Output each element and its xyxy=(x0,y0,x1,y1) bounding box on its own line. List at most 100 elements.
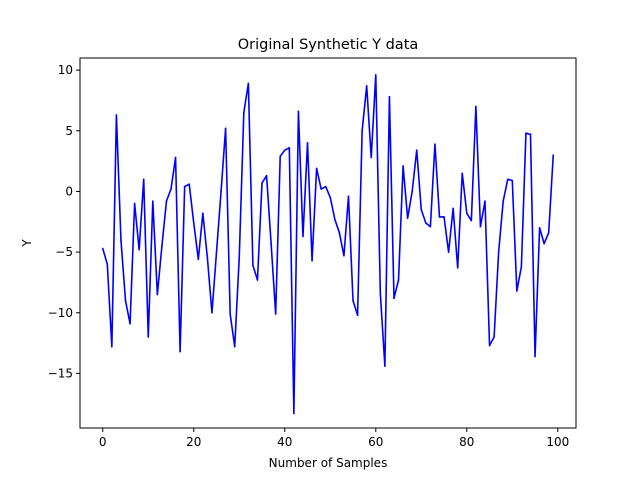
data-point xyxy=(338,231,341,234)
data-point xyxy=(520,265,523,268)
y-tick-label: −10 xyxy=(48,306,73,320)
data-point xyxy=(261,182,263,184)
data-point xyxy=(415,149,418,151)
series-line xyxy=(101,74,555,415)
data-point xyxy=(461,172,464,175)
axes-frame xyxy=(79,57,577,429)
data-point xyxy=(347,195,350,198)
data-point xyxy=(502,200,504,202)
data-point xyxy=(202,212,204,215)
data-point xyxy=(220,190,222,193)
data-point xyxy=(547,231,550,234)
data-point xyxy=(142,178,145,181)
data-point xyxy=(438,216,441,218)
x-tick-label: 40 xyxy=(277,435,292,449)
data-point xyxy=(138,248,140,251)
data-point xyxy=(101,247,104,250)
data-point xyxy=(297,110,300,113)
data-point xyxy=(334,218,336,221)
y-tick-label: 0 xyxy=(65,184,73,198)
data-point xyxy=(465,212,468,215)
data-point xyxy=(170,188,172,190)
data-point xyxy=(283,149,286,151)
data-point xyxy=(115,114,118,116)
data-point xyxy=(197,258,200,261)
data-point xyxy=(111,345,113,348)
data-point xyxy=(452,207,454,210)
data-point xyxy=(456,267,459,269)
data-point xyxy=(343,254,345,257)
data-point xyxy=(425,222,427,224)
data-point xyxy=(265,174,268,177)
data-point xyxy=(534,355,536,358)
x-axis-label: Number of Samples xyxy=(269,456,388,470)
data-point xyxy=(229,313,231,315)
data-point xyxy=(388,96,391,98)
y-tick-label: 10 xyxy=(58,63,73,77)
y-axis-ticks: −15 −10 −5 0 5 10 xyxy=(48,63,80,380)
data-point xyxy=(493,336,495,338)
data-point xyxy=(393,297,395,300)
data-point xyxy=(147,336,150,338)
data-point xyxy=(274,313,277,315)
data-point xyxy=(516,290,518,292)
data-point xyxy=(133,202,136,205)
data-point xyxy=(252,264,254,267)
data-point xyxy=(233,345,236,348)
x-tick-label: 60 xyxy=(368,435,383,449)
data-point xyxy=(361,129,363,132)
data-point xyxy=(434,143,436,145)
data-point xyxy=(374,74,377,76)
y-tick-label: −15 xyxy=(48,366,73,380)
y-axis-label: Y xyxy=(20,239,34,248)
data-point xyxy=(443,216,445,218)
data-point xyxy=(538,227,541,229)
data-point xyxy=(479,225,482,228)
data-point xyxy=(420,208,423,211)
data-point xyxy=(270,242,272,245)
data-point xyxy=(529,133,532,136)
data-point xyxy=(279,155,282,158)
data-point xyxy=(525,132,527,135)
data-point xyxy=(188,183,191,185)
chart-title: Original Synthetic Y data xyxy=(238,37,419,53)
data-point xyxy=(324,185,327,188)
data-point xyxy=(402,165,404,167)
data-point xyxy=(211,311,213,314)
data-point xyxy=(447,251,450,253)
data-point xyxy=(497,251,500,253)
data-point xyxy=(165,200,168,202)
data-point xyxy=(384,365,386,367)
plot-area xyxy=(101,74,555,415)
y-tick-label: 5 xyxy=(65,124,73,138)
data-point xyxy=(379,292,382,295)
data-point xyxy=(129,322,131,325)
data-point xyxy=(543,242,545,245)
data-point xyxy=(306,142,309,144)
x-tick-label: 0 xyxy=(99,435,107,449)
data-point xyxy=(243,111,245,114)
data-point xyxy=(406,217,409,219)
data-point xyxy=(152,200,154,202)
x-tick-label: 100 xyxy=(546,435,569,449)
data-point xyxy=(256,279,259,281)
data-point xyxy=(356,314,359,316)
data-point xyxy=(370,156,373,159)
data-point xyxy=(156,293,159,296)
data-point xyxy=(183,185,186,188)
y-tick-label: −5 xyxy=(55,245,73,259)
data-point xyxy=(397,279,400,281)
data-point xyxy=(288,146,291,149)
data-point xyxy=(161,245,163,247)
data-point xyxy=(215,251,218,253)
data-point xyxy=(475,105,477,108)
data-point xyxy=(365,85,368,87)
data-point xyxy=(484,200,486,202)
data-point xyxy=(315,167,318,170)
data-point xyxy=(120,239,122,241)
data-point xyxy=(174,156,177,159)
data-point xyxy=(352,299,354,302)
x-tick-label: 80 xyxy=(459,435,474,449)
